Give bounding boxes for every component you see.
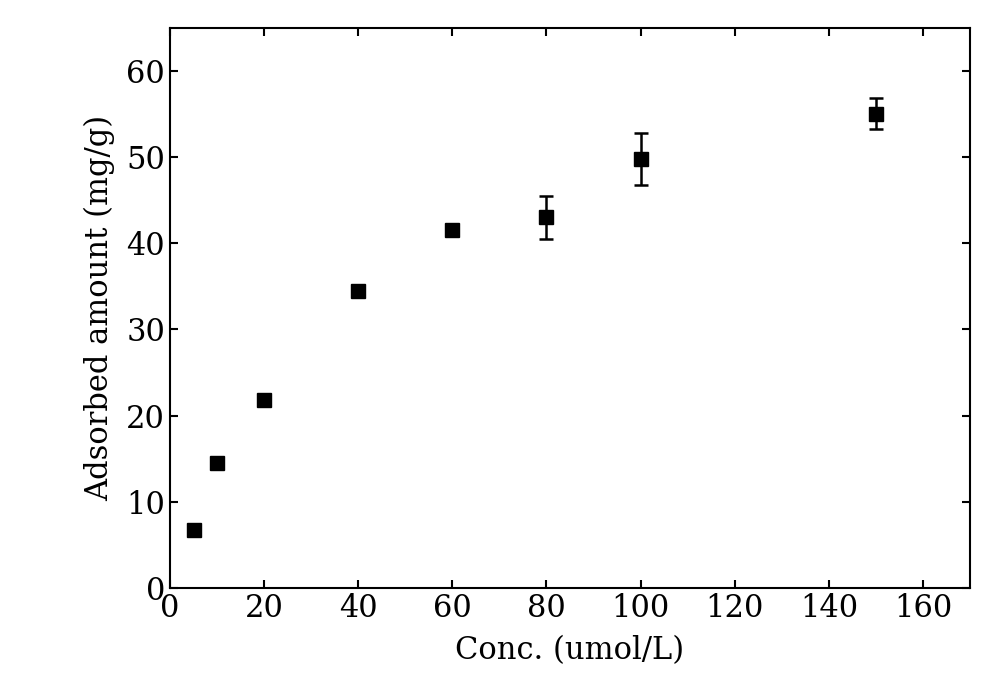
Y-axis label: Adsorbed amount (mg/g): Adsorbed amount (mg/g) <box>84 115 115 501</box>
X-axis label: Conc. (umol/L): Conc. (umol/L) <box>455 635 685 666</box>
